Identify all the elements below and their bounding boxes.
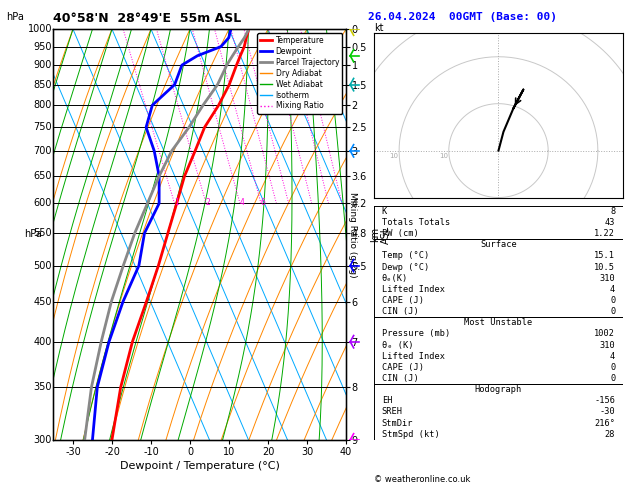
- Text: 0: 0: [610, 363, 615, 372]
- Text: Totals Totals: Totals Totals: [382, 218, 450, 227]
- Text: 216°: 216°: [594, 418, 615, 428]
- Text: 26.04.2024  00GMT (Base: 00): 26.04.2024 00GMT (Base: 00): [368, 12, 557, 22]
- Text: 10.5: 10.5: [594, 262, 615, 272]
- Text: 300: 300: [33, 435, 52, 445]
- Text: 500: 500: [33, 260, 52, 271]
- Text: 700: 700: [33, 146, 52, 156]
- Text: CAPE (J): CAPE (J): [382, 296, 424, 305]
- Text: hPa: hPa: [6, 12, 24, 22]
- Text: 6: 6: [260, 198, 265, 207]
- Text: StmDir: StmDir: [382, 418, 413, 428]
- Text: θₑ(K): θₑ(K): [382, 274, 408, 283]
- Text: CIN (J): CIN (J): [382, 307, 418, 316]
- Text: 1: 1: [174, 198, 179, 207]
- Text: 1000: 1000: [28, 24, 52, 34]
- Text: CAPE (J): CAPE (J): [382, 363, 424, 372]
- Text: 750: 750: [33, 122, 52, 132]
- Text: 450: 450: [33, 296, 52, 307]
- Legend: Temperature, Dewpoint, Parcel Trajectory, Dry Adiabat, Wet Adiabat, Isotherm, Mi: Temperature, Dewpoint, Parcel Trajectory…: [257, 33, 342, 114]
- Text: 4: 4: [610, 352, 615, 361]
- Text: -156: -156: [594, 396, 615, 405]
- X-axis label: Dewpoint / Temperature (°C): Dewpoint / Temperature (°C): [120, 461, 280, 471]
- Text: 850: 850: [33, 80, 52, 89]
- Text: -30: -30: [599, 407, 615, 417]
- Text: CIN (J): CIN (J): [382, 374, 418, 383]
- Text: hPa: hPa: [24, 229, 42, 240]
- Text: Most Unstable: Most Unstable: [464, 318, 533, 327]
- Text: 10: 10: [389, 153, 398, 158]
- Text: 1002: 1002: [594, 330, 615, 338]
- Text: Lifted Index: Lifted Index: [382, 285, 445, 294]
- Text: θₑ (K): θₑ (K): [382, 341, 413, 349]
- Text: 0: 0: [610, 307, 615, 316]
- Text: 350: 350: [33, 382, 52, 392]
- Text: 310: 310: [599, 341, 615, 349]
- Text: 400: 400: [33, 337, 52, 347]
- Text: kt: kt: [374, 23, 384, 33]
- Text: 310: 310: [599, 274, 615, 283]
- Y-axis label: Mixing Ratio (g/kg): Mixing Ratio (g/kg): [348, 191, 357, 278]
- Text: © weatheronline.co.uk: © weatheronline.co.uk: [374, 474, 470, 484]
- Text: 650: 650: [33, 171, 52, 181]
- Text: 43: 43: [604, 218, 615, 227]
- Text: 10: 10: [439, 153, 448, 158]
- Y-axis label: km
ASL: km ASL: [370, 226, 391, 243]
- Text: 0: 0: [610, 374, 615, 383]
- Text: 550: 550: [33, 228, 52, 238]
- Text: 900: 900: [33, 60, 52, 70]
- Text: 4: 4: [610, 285, 615, 294]
- Text: 600: 600: [33, 198, 52, 208]
- Text: EH: EH: [382, 396, 392, 405]
- Text: 800: 800: [33, 100, 52, 110]
- Text: SREH: SREH: [382, 407, 403, 417]
- Text: Dewp (°C): Dewp (°C): [382, 262, 429, 272]
- Text: K: K: [382, 207, 387, 216]
- Text: 2: 2: [206, 198, 210, 207]
- Text: 1.22: 1.22: [594, 229, 615, 238]
- Text: 8: 8: [610, 207, 615, 216]
- Text: PW (cm): PW (cm): [382, 229, 418, 238]
- Text: 950: 950: [33, 42, 52, 52]
- Text: 4: 4: [239, 198, 244, 207]
- Text: Lifted Index: Lifted Index: [382, 352, 445, 361]
- Text: 40°58'N  28°49'E  55m ASL: 40°58'N 28°49'E 55m ASL: [53, 12, 242, 25]
- Text: StmSpd (kt): StmSpd (kt): [382, 430, 440, 439]
- Text: Hodograph: Hodograph: [475, 385, 522, 394]
- Text: 0: 0: [610, 296, 615, 305]
- Text: Surface: Surface: [480, 240, 517, 249]
- Text: 28: 28: [604, 430, 615, 439]
- Text: Pressure (mb): Pressure (mb): [382, 330, 450, 338]
- Text: 15.1: 15.1: [594, 251, 615, 260]
- Text: Temp (°C): Temp (°C): [382, 251, 429, 260]
